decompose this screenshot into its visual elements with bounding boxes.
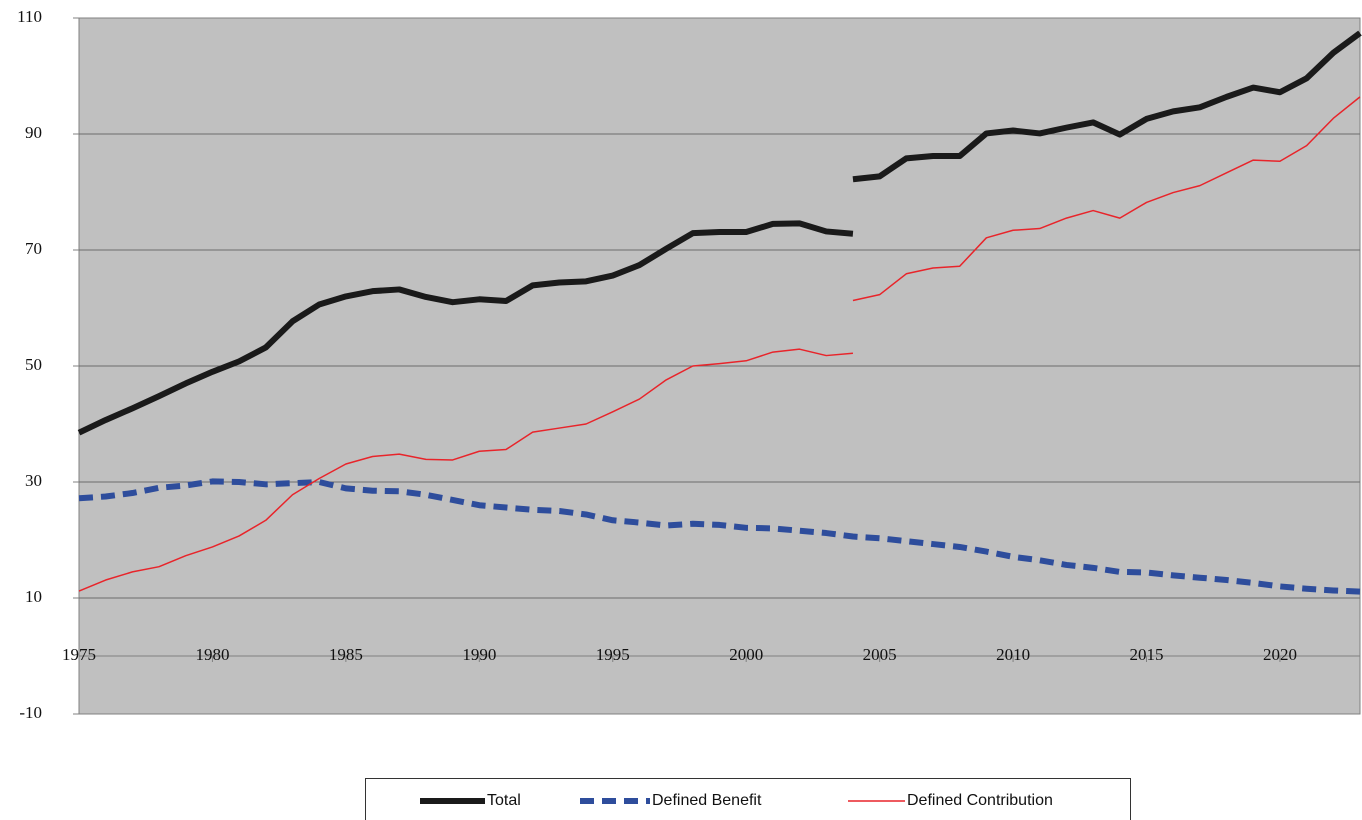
x-tick-label: 2020 <box>1263 645 1297 664</box>
x-tick-label: 1995 <box>596 645 630 664</box>
x-tick-label: 1975 <box>62 645 96 664</box>
x-tick-label: 1985 <box>329 645 363 664</box>
legend-label: Defined Benefit <box>652 792 762 809</box>
x-tick-label: 1980 <box>195 645 229 664</box>
y-tick-label: 110 <box>17 7 42 26</box>
x-tick-label: 2010 <box>996 645 1030 664</box>
y-tick-label: 70 <box>25 239 42 258</box>
x-tick-label: 2005 <box>863 645 897 664</box>
y-tick-label: 30 <box>25 471 42 490</box>
legend-label: Total <box>487 792 521 809</box>
y-tick-label: -10 <box>19 703 42 722</box>
x-tick-label: 1990 <box>462 645 496 664</box>
y-tick-label: 10 <box>25 587 42 606</box>
series-line <box>78 96 1361 592</box>
y-tick-label: 90 <box>25 123 42 142</box>
legend-label: Defined Contribution <box>907 792 1053 809</box>
series-line <box>78 478 1361 595</box>
y-tick-label: 50 <box>25 355 42 374</box>
legend-box <box>365 778 1131 820</box>
series-line <box>77 30 1362 436</box>
x-tick-label: 2015 <box>1130 645 1164 664</box>
x-tick-label: 2000 <box>729 645 763 664</box>
